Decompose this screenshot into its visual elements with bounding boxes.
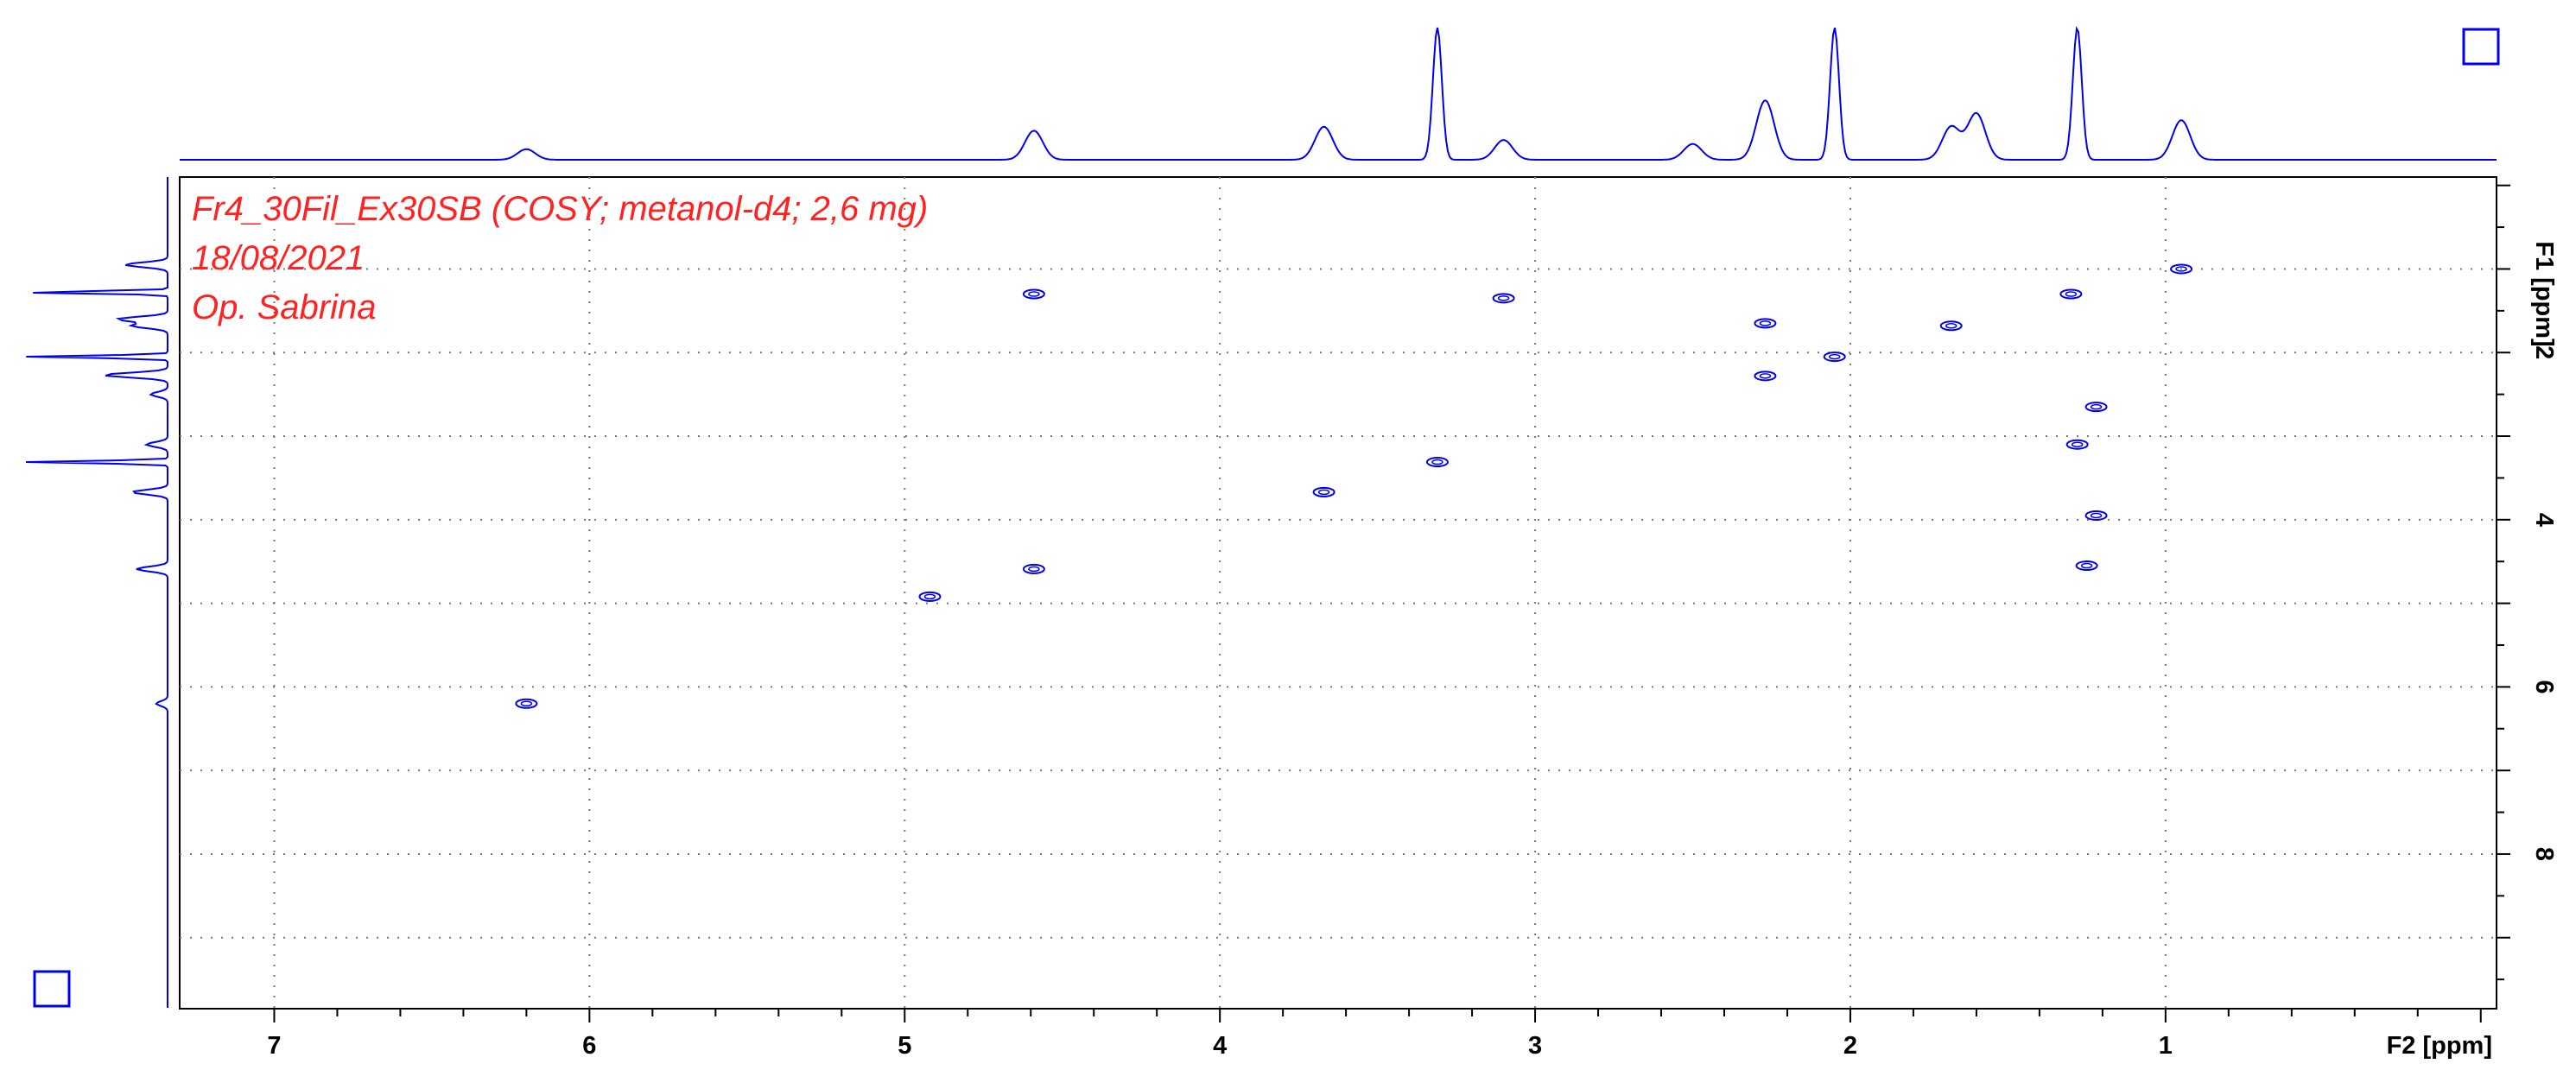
cross-peak (2084, 510, 2108, 521)
x-tick-label: 2 (1843, 1032, 1857, 1060)
cross-peak (1425, 457, 1449, 468)
x-tick-label: 6 (582, 1032, 596, 1060)
cross-peak (515, 698, 538, 709)
cross-peak (1823, 351, 1846, 363)
corner-square-bottom-left (33, 970, 71, 1008)
operator-label: Op. Sabrina (192, 288, 377, 326)
cross-peak-inner (1759, 320, 1772, 326)
corner-square-top-right (2462, 28, 2500, 66)
cross-peak-inner (2175, 266, 2187, 272)
plot-frame (179, 176, 2497, 1010)
cross-peak (1754, 318, 1777, 329)
cross-peak-inner (1028, 291, 1040, 297)
cross-peak (2065, 439, 2089, 450)
cross-peak-inner (2071, 441, 2084, 447)
cross-peak-inner (1317, 489, 1330, 496)
cross-peak-inner (1945, 323, 1957, 329)
cross-peak-inner (1759, 373, 1772, 379)
cross-peak (2170, 263, 2193, 275)
cross-peak-inner (2090, 403, 2103, 410)
cross-peak-inner (520, 700, 533, 706)
cross-peak (1022, 288, 1045, 300)
spectrum-title: Fr4_30Fil_Ex30SB (COSY; metanol-d4; 2,6 … (192, 190, 929, 228)
f1-projection-trace (25, 177, 168, 1008)
x-axis-label: F2 [ppm] (2387, 1032, 2492, 1060)
cross-peak (1022, 563, 1045, 574)
cross-peak-inner (1028, 566, 1040, 573)
cross-peak-inner (923, 593, 936, 600)
y-tick-label: 2 (2530, 345, 2558, 359)
x-tick-label: 4 (1213, 1032, 1227, 1060)
x-tick-label: 3 (1528, 1032, 1542, 1060)
acquisition-date: 18/08/2021 (192, 239, 365, 277)
cross-peak (1492, 293, 1515, 304)
cross-peak (918, 591, 942, 602)
y-tick-label: 4 (2530, 513, 2558, 527)
cross-peak-inner (2065, 291, 2078, 297)
x-tick-label: 5 (898, 1032, 911, 1060)
y-tick-label: 8 (2530, 847, 2558, 861)
cross-peak (1312, 486, 1336, 497)
y-tick-label: 6 (2530, 680, 2558, 693)
cross-peak (1939, 320, 1963, 332)
cross-peak (2075, 560, 2098, 572)
cross-peak-inner (2080, 562, 2093, 569)
cross-peak (1754, 370, 1777, 382)
cross-peak-inner (1497, 295, 1510, 301)
cross-peak-inner (1828, 353, 1841, 360)
cross-peak (2084, 402, 2108, 413)
y-axis-label: F1 [ppm] (2530, 241, 2558, 346)
x-tick-label: 1 (2159, 1032, 2173, 1060)
cross-peak (2059, 288, 2083, 300)
x-tick-label: 7 (267, 1032, 281, 1060)
f2-projection-trace (180, 26, 2497, 161)
cross-peak-inner (1431, 459, 1443, 465)
cross-peak-inner (2090, 512, 2103, 519)
